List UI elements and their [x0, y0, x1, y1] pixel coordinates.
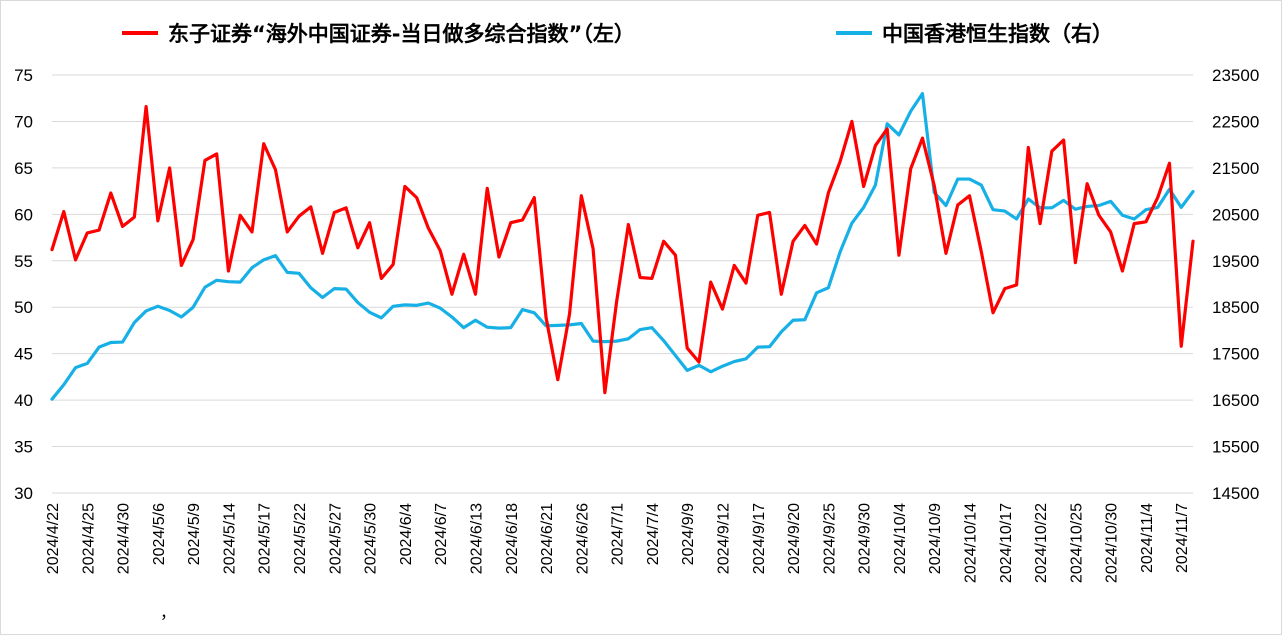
- x-tick-label: 2024/10/25: [1068, 503, 1085, 583]
- footnote-mark: ，: [160, 605, 176, 622]
- legend: 东子证券“海外中国证券-当日做多综合指数”（左） 中国香港恒生指数（右）: [122, 22, 1113, 46]
- series-line-1: [50, 104, 1195, 395]
- x-tick-label: 2024/4/22: [45, 503, 62, 574]
- right-tick-label: 22500: [1212, 112, 1259, 131]
- x-tick-label: 2024/9/30: [857, 503, 874, 574]
- x-tick-label: 2024/10/30: [1104, 503, 1121, 583]
- left-axis-ticks: 30 35 40 45 50 55 60 65 70 75: [14, 66, 33, 503]
- x-tick-label: 2024/10/4: [892, 503, 909, 574]
- x-tick-label: 2024/4/30: [116, 503, 133, 574]
- x-tick-label: 2024/5/27: [327, 503, 344, 574]
- left-tick-label: 45: [14, 345, 33, 364]
- left-tick-label: 30: [14, 484, 33, 503]
- right-tick-label: 14500: [1212, 484, 1259, 503]
- right-tick-label: 23500: [1212, 66, 1259, 85]
- legend-label-series-2: 中国香港恒生指数（右）: [882, 22, 1113, 46]
- x-tick-label: 2024/11/7: [1174, 503, 1191, 573]
- left-tick-label: 65: [14, 159, 33, 178]
- x-tick-label: 2024/5/6: [151, 503, 168, 565]
- x-tick-label: 2024/5/9: [186, 503, 203, 565]
- series-lines: [50, 91, 1195, 401]
- x-tick-label: 2024/5/22: [292, 503, 309, 574]
- left-tick-label: 35: [14, 438, 33, 457]
- right-tick-label: 20500: [1212, 205, 1259, 224]
- x-tick-label: 2024/11/4: [1139, 503, 1156, 573]
- x-tick-label: 2024/9/20: [786, 503, 803, 574]
- x-tick-label: 2024/7/1: [610, 503, 627, 565]
- left-tick-label: 75: [14, 66, 33, 85]
- x-tick-label: 2024/7/4: [645, 503, 662, 565]
- left-tick-label: 40: [14, 391, 33, 410]
- x-tick-label: 2024/5/30: [363, 503, 380, 574]
- x-tick-label: 2024/9/12: [715, 503, 732, 574]
- x-tick-label: 2024/6/4: [398, 503, 415, 565]
- x-tick-label: 2024/4/25: [80, 503, 97, 574]
- x-tick-label: 2024/6/18: [504, 503, 521, 574]
- x-tick-label: 2024/10/14: [963, 503, 980, 583]
- right-tick-label: 18500: [1212, 298, 1259, 317]
- right-tick-label: 15500: [1212, 438, 1259, 457]
- x-tick-label: 2024/9/17: [751, 503, 768, 574]
- x-tick-label: 2024/10/17: [998, 503, 1015, 583]
- x-tick-label: 2024/5/14: [221, 503, 238, 574]
- right-tick-label: 19500: [1212, 252, 1259, 271]
- legend-label-series-1: 东子证券“海外中国证券-当日做多综合指数”（左）: [168, 22, 635, 46]
- x-tick-label: 2024/6/13: [468, 503, 485, 574]
- x-tick-label: 2024/6/26: [574, 503, 591, 574]
- right-axis-ticks: 14500 15500 16500 17500 18500 19500 20500 21500…: [1212, 66, 1259, 503]
- left-tick-label: 60: [14, 205, 33, 224]
- x-tick-label: 2024/9/9: [680, 503, 697, 565]
- x-tick-label: 2024/6/21: [539, 503, 556, 574]
- series-line-2: [50, 91, 1195, 401]
- right-tick-label: 17500: [1212, 345, 1259, 364]
- x-tick-label: 2024/10/9: [927, 503, 944, 574]
- left-tick-label: 50: [14, 298, 33, 317]
- gridlines: [52, 74, 1193, 494]
- x-tick-label: 2024/6/7: [433, 503, 450, 565]
- x-tick-label: 2024/9/25: [821, 503, 838, 574]
- x-axis-ticks: 2024/4/22 2024/4/25 2024/4/30 2024/5/6 2024/…: [45, 503, 1191, 583]
- x-tick-label: 2024/10/22: [1033, 503, 1050, 583]
- right-tick-label: 16500: [1212, 391, 1259, 410]
- right-tick-label: 21500: [1212, 159, 1259, 178]
- left-tick-label: 70: [14, 112, 33, 131]
- left-tick-label: 55: [14, 252, 33, 271]
- x-tick-label: 2024/5/17: [257, 503, 274, 574]
